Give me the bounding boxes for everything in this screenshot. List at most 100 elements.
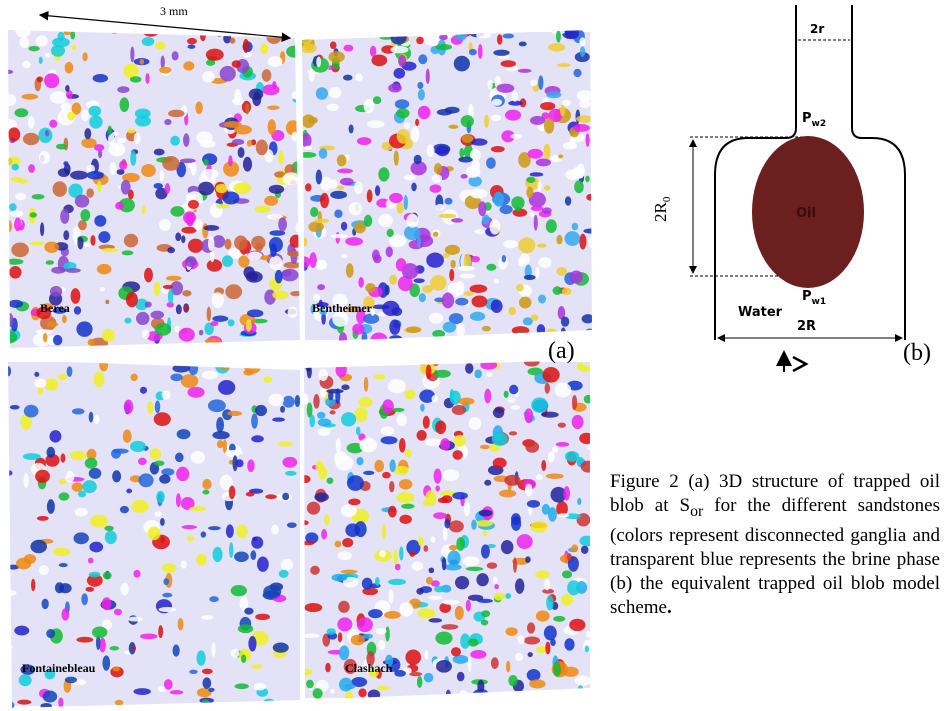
ganglion — [270, 244, 277, 257]
ganglion — [464, 501, 470, 516]
ganglion — [436, 204, 445, 211]
ganglion — [24, 405, 39, 418]
ganglion — [202, 371, 218, 380]
ganglion — [536, 158, 551, 166]
ganglion — [188, 239, 203, 253]
ganglion — [299, 152, 317, 158]
ganglion — [545, 642, 550, 655]
ganglion — [337, 617, 352, 631]
ganglion — [362, 578, 373, 590]
ganglion — [445, 198, 453, 205]
ganglion — [287, 251, 300, 257]
ganglion — [416, 27, 432, 37]
ganglion — [513, 557, 517, 572]
ganglion — [337, 155, 347, 167]
ganglion — [335, 388, 340, 404]
ganglion — [278, 151, 284, 165]
ganglion — [451, 647, 461, 656]
ganglion — [35, 470, 50, 483]
ganglion — [348, 499, 360, 506]
ganglion — [426, 69, 430, 84]
ganglion — [406, 326, 422, 333]
ganglion — [296, 38, 301, 46]
ganglion — [175, 232, 181, 241]
ganglion — [577, 363, 584, 371]
ganglion — [47, 322, 58, 327]
ganglion — [491, 300, 503, 314]
ganglion — [264, 196, 278, 206]
ganglion — [502, 33, 514, 38]
ganglion — [484, 115, 489, 128]
ganglion — [565, 196, 571, 205]
ganglion — [558, 154, 563, 158]
ganglion — [494, 584, 499, 589]
ganglion — [505, 627, 517, 636]
ganglion — [183, 133, 189, 147]
ganglion — [574, 180, 584, 193]
ganglion — [175, 326, 180, 333]
ganglion — [347, 475, 364, 491]
ganglion — [364, 377, 369, 392]
ganglion — [511, 516, 521, 531]
ganglion — [501, 60, 516, 67]
ganglion — [409, 672, 422, 676]
ganglion — [182, 525, 198, 529]
ganglion — [450, 389, 454, 400]
ganglion — [53, 181, 67, 197]
ganglion — [272, 417, 285, 421]
ganglion — [536, 475, 543, 480]
ganglion — [356, 426, 361, 435]
ganglion — [208, 526, 221, 530]
ganglion — [251, 435, 264, 442]
ganglion — [538, 181, 542, 192]
ganglion — [378, 167, 389, 181]
ganglion — [339, 645, 349, 660]
ganglion — [113, 666, 120, 671]
ganglion — [509, 307, 517, 315]
ganglion — [404, 122, 410, 129]
ganglion — [43, 333, 47, 342]
ganglion — [200, 31, 206, 42]
ganglion — [154, 281, 161, 296]
ganglion — [449, 269, 454, 281]
ganglion — [561, 317, 569, 327]
ganglion — [470, 650, 486, 659]
ganglion — [434, 586, 444, 593]
ganglion — [228, 155, 232, 166]
ganglion — [482, 530, 487, 536]
ganglion — [430, 184, 442, 193]
ganglion — [468, 595, 483, 601]
ganglion — [442, 600, 460, 605]
ganglion — [377, 686, 390, 691]
ganglion — [179, 328, 195, 342]
ganglion — [527, 622, 535, 633]
ganglion — [411, 183, 416, 192]
ganglion — [161, 468, 174, 475]
ganglion — [424, 650, 428, 660]
ganglion — [459, 148, 464, 158]
ganglion — [234, 551, 249, 562]
ganglion — [364, 99, 375, 113]
ganglion — [102, 329, 115, 342]
ganglion — [542, 504, 550, 515]
ganglion — [546, 473, 564, 479]
ganglion — [58, 168, 70, 177]
ganglion — [358, 397, 372, 407]
ganglion — [351, 635, 365, 646]
ganglion — [9, 266, 21, 279]
ganglion — [235, 683, 249, 689]
ganglion — [88, 339, 95, 346]
ganglion — [176, 493, 181, 507]
ganglion — [542, 207, 552, 214]
ganglion — [388, 506, 397, 518]
ganglion — [109, 143, 126, 157]
ganglion — [451, 218, 463, 222]
ganglion — [455, 298, 468, 306]
ganglion — [352, 323, 364, 334]
ganglion — [432, 395, 439, 402]
ganglion — [509, 385, 518, 395]
ganglion — [331, 574, 347, 582]
flow-symbol — [793, 357, 806, 371]
ganglion — [234, 125, 252, 135]
ganglion — [492, 432, 508, 445]
